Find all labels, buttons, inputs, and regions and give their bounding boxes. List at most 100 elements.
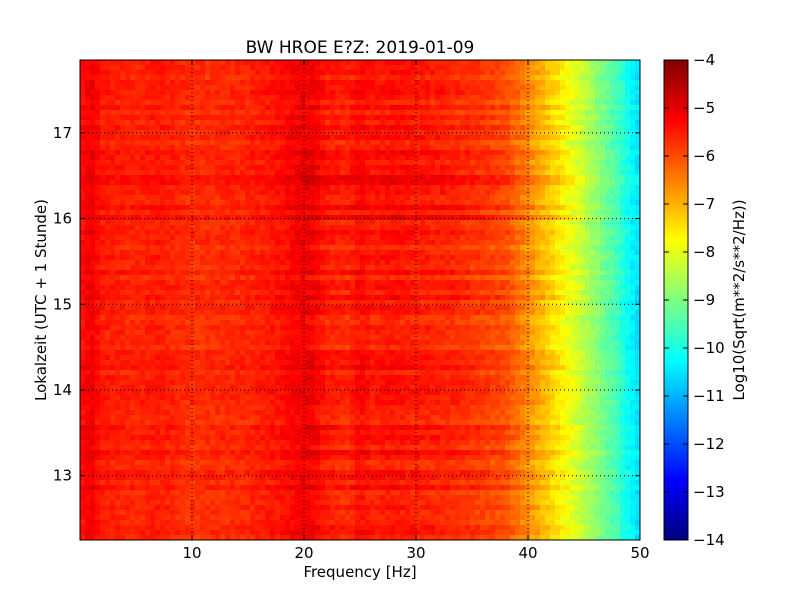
heatmap-cell bbox=[330, 115, 336, 121]
heatmap-cell bbox=[185, 215, 191, 221]
heatmap-cell bbox=[165, 195, 171, 201]
heatmap-cell bbox=[495, 110, 501, 116]
heatmap-cell bbox=[285, 120, 291, 126]
heatmap-cell bbox=[165, 225, 171, 231]
heatmap-cell bbox=[250, 200, 256, 206]
heatmap-cell bbox=[295, 140, 301, 146]
heatmap-cell bbox=[505, 255, 511, 261]
heatmap-cell bbox=[325, 180, 331, 186]
heatmap-cell bbox=[490, 60, 496, 66]
heatmap-cell bbox=[420, 165, 426, 171]
heatmap-cell bbox=[570, 275, 576, 281]
heatmap-cell bbox=[345, 85, 351, 91]
heatmap-cell bbox=[205, 260, 211, 266]
heatmap-cell bbox=[165, 175, 171, 181]
heatmap-cell bbox=[390, 110, 396, 116]
heatmap-cell bbox=[595, 225, 601, 231]
heatmap-cell bbox=[405, 250, 411, 256]
heatmap-cell bbox=[440, 185, 446, 191]
heatmap-cell bbox=[340, 60, 346, 66]
heatmap-cell bbox=[615, 205, 621, 211]
heatmap-cell bbox=[385, 150, 391, 156]
heatmap-cell bbox=[300, 150, 306, 156]
heatmap-cell bbox=[575, 175, 581, 181]
heatmap-cell bbox=[90, 60, 96, 66]
heatmap-cell bbox=[515, 245, 521, 251]
heatmap-cell bbox=[510, 115, 516, 121]
heatmap-cell bbox=[605, 175, 611, 181]
heatmap-cell bbox=[390, 60, 396, 66]
heatmap-cell bbox=[530, 275, 536, 281]
heatmap-cell bbox=[530, 105, 536, 111]
heatmap-cell bbox=[205, 145, 211, 151]
heatmap-cell bbox=[90, 190, 96, 196]
heatmap-cell bbox=[420, 135, 426, 141]
heatmap-cell bbox=[190, 250, 196, 256]
heatmap-cell bbox=[195, 235, 201, 241]
heatmap-cell bbox=[430, 225, 436, 231]
heatmap-cell bbox=[425, 125, 431, 131]
heatmap-cell bbox=[550, 145, 556, 151]
heatmap-cell bbox=[555, 140, 561, 146]
heatmap-cell bbox=[200, 210, 206, 216]
heatmap-cell bbox=[170, 100, 176, 106]
heatmap-cell bbox=[115, 230, 121, 236]
heatmap-cell bbox=[260, 110, 266, 116]
heatmap-cell bbox=[145, 65, 151, 71]
heatmap-cell bbox=[335, 110, 341, 116]
heatmap-cell bbox=[605, 250, 611, 256]
heatmap-cell bbox=[265, 100, 271, 106]
heatmap-cell bbox=[560, 255, 566, 261]
heatmap-cell bbox=[500, 245, 506, 251]
heatmap-cell bbox=[570, 145, 576, 151]
heatmap-cell bbox=[570, 110, 576, 116]
heatmap-cell bbox=[485, 90, 491, 96]
heatmap-cell bbox=[245, 185, 251, 191]
heatmap-cell bbox=[200, 120, 206, 126]
heatmap-cell bbox=[275, 75, 281, 81]
heatmap-cell bbox=[280, 180, 286, 186]
heatmap-cell bbox=[530, 90, 536, 96]
heatmap-cell bbox=[105, 125, 111, 131]
heatmap-cell bbox=[385, 180, 391, 186]
heatmap-cell bbox=[570, 90, 576, 96]
heatmap-cell bbox=[220, 240, 226, 246]
heatmap-cell bbox=[490, 65, 496, 71]
heatmap-cell bbox=[445, 265, 451, 271]
heatmap-cell bbox=[130, 90, 136, 96]
heatmap-cell bbox=[120, 160, 126, 166]
heatmap-cell bbox=[105, 185, 111, 191]
heatmap-cell bbox=[370, 120, 376, 126]
heatmap-cell bbox=[560, 235, 566, 241]
heatmap-cell bbox=[480, 210, 486, 216]
heatmap-cell bbox=[315, 230, 321, 236]
heatmap-cell bbox=[230, 140, 236, 146]
heatmap-cell bbox=[285, 240, 291, 246]
heatmap-cell bbox=[335, 235, 341, 241]
heatmap-cell bbox=[615, 220, 621, 226]
heatmap-cell bbox=[305, 80, 311, 86]
heatmap-cell bbox=[290, 100, 296, 106]
heatmap-cell bbox=[560, 185, 566, 191]
heatmap-cell bbox=[560, 95, 566, 101]
heatmap-cell bbox=[320, 145, 326, 151]
heatmap-cell bbox=[165, 85, 171, 91]
heatmap-cell bbox=[220, 155, 226, 161]
heatmap-cell bbox=[135, 265, 141, 271]
heatmap-cell bbox=[90, 175, 96, 181]
heatmap-cell bbox=[270, 265, 276, 271]
heatmap-cell bbox=[225, 85, 231, 91]
heatmap-cell bbox=[635, 75, 640, 81]
heatmap-cell bbox=[615, 60, 621, 66]
heatmap-cell bbox=[250, 175, 256, 181]
heatmap-cell bbox=[555, 90, 561, 96]
heatmap-cell bbox=[255, 185, 261, 191]
heatmap-cell bbox=[315, 165, 321, 171]
heatmap-cell bbox=[430, 245, 436, 251]
heatmap-cell bbox=[500, 85, 506, 91]
heatmap-cell bbox=[250, 115, 256, 121]
heatmap-cell bbox=[125, 165, 131, 171]
heatmap-cell bbox=[530, 135, 536, 141]
heatmap-cell bbox=[190, 140, 196, 146]
heatmap-cell bbox=[595, 120, 601, 126]
